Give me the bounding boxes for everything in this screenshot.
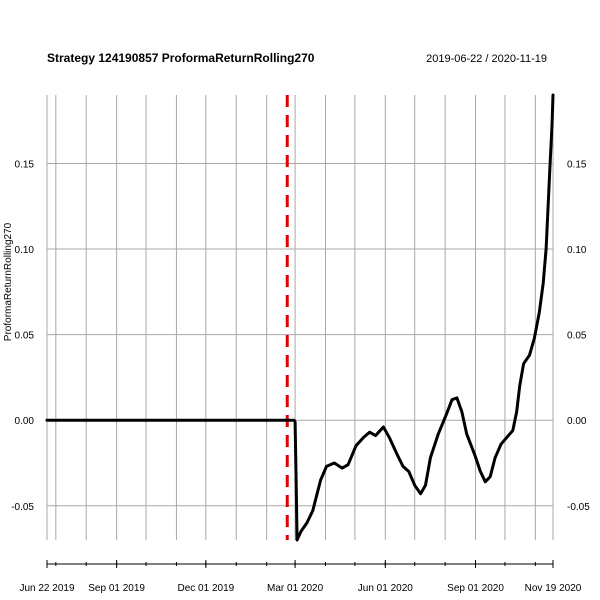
x-tick-label: Dec 01 2019: [178, 583, 235, 594]
series-layer: [45, 93, 555, 542]
y-tick-label-left: 0.15: [15, 159, 35, 170]
axes: -0.05 -0.05 0.00 0.00 0.05 0.05 0.10 0.10 0.15 0.…: [11, 159, 590, 594]
x-tick-label: Sep 01 2020: [447, 583, 504, 594]
y-tick-label-left: 0.10: [15, 245, 35, 256]
x-tick-label: Jun 22 2019: [19, 583, 74, 594]
grid: [46, 95, 554, 540]
y-tick-label-right: 0.15: [567, 159, 587, 170]
x-tick-label: Nov 19 2020: [525, 583, 582, 594]
y-tick-label-right: 0.10: [567, 245, 587, 256]
y-axis-label: ProformaReturnRolling270: [3, 222, 14, 341]
y-tick-label-left: 0.05: [15, 331, 35, 342]
x-tick-label: Mar 01 2020: [267, 583, 324, 594]
y-tick-label-right: -0.05: [567, 502, 590, 513]
series-line: [45, 93, 555, 542]
y-tick-label-left: 0.00: [15, 416, 35, 427]
chart-title: Strategy 124190857 ProformaReturnRolling…: [47, 51, 315, 65]
y-tick-label-right: 0.00: [567, 416, 587, 427]
y-tick-label-left: -0.05: [11, 502, 34, 513]
x-tick-label: Sep 01 2019: [88, 583, 145, 594]
y-tick-label-right: 0.05: [567, 331, 587, 342]
date-range: 2019-06-22 / 2020-11-19: [426, 53, 547, 65]
x-tick-label: Jun 01 2020: [358, 583, 413, 594]
